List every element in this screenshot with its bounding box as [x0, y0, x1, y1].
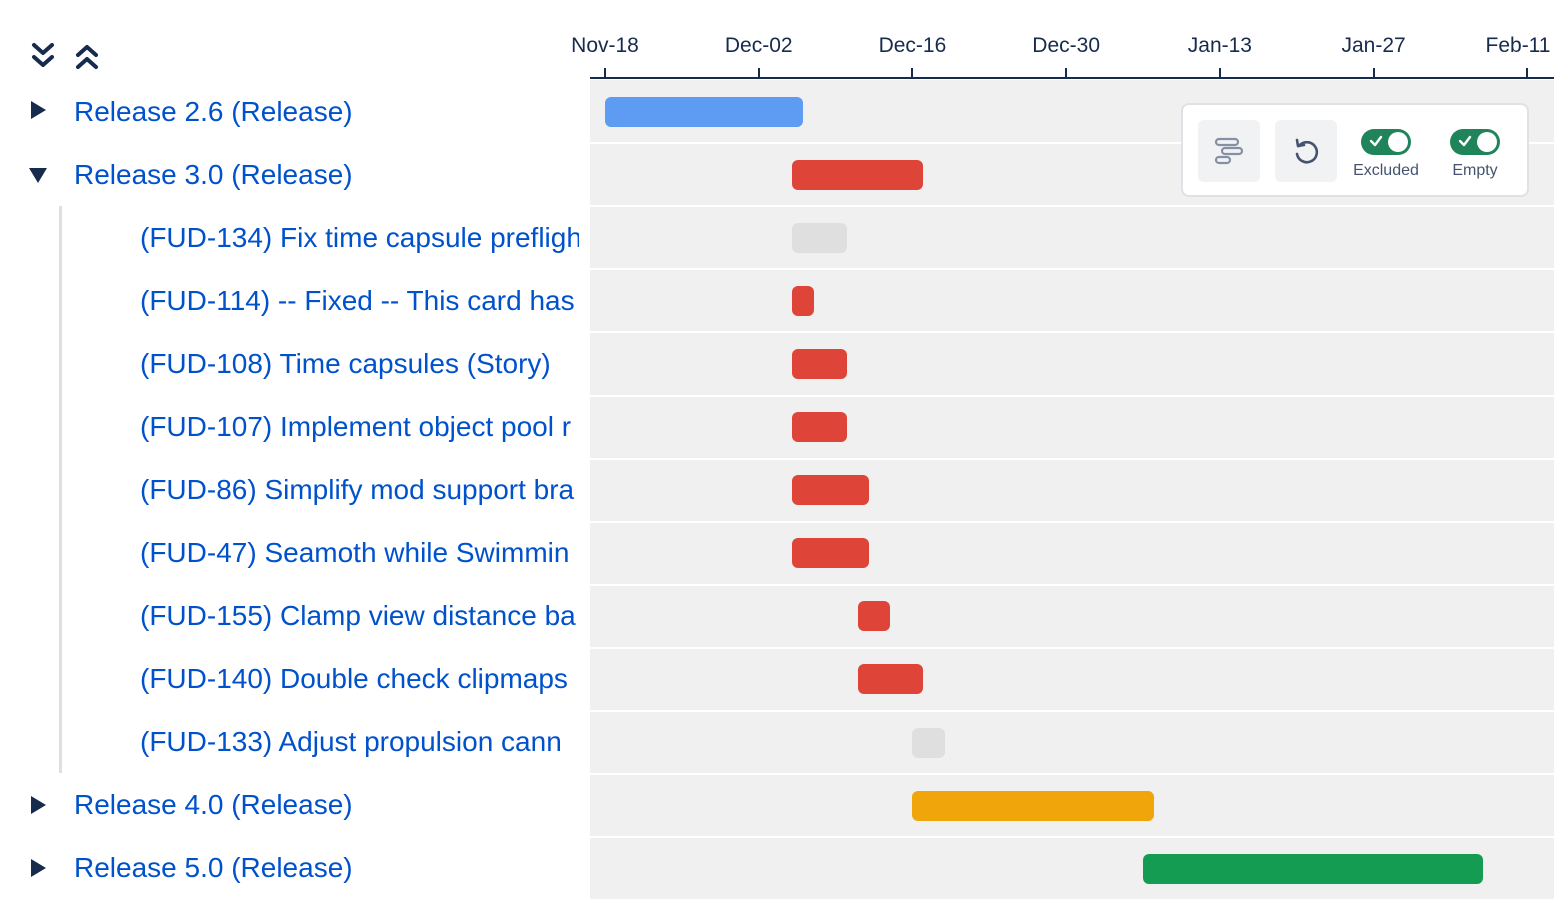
row-divider [590, 331, 1554, 334]
gantt-grid [590, 80, 1554, 899]
gantt-bar[interactable] [791, 159, 924, 190]
row-divider [590, 773, 1554, 776]
release-row-label[interactable]: Release 4.0 (Release) [74, 789, 353, 820]
excluded-toggle[interactable] [1361, 129, 1411, 155]
axis-line [590, 77, 1554, 79]
axis-tick-label: Jan-27 [1341, 34, 1406, 57]
chevrons-up-icon [76, 45, 98, 69]
axis-tick-label: Dec-16 [878, 34, 947, 57]
date-axis: Nov-18 Dec-02 Dec-16 Dec-30 Jan-13 Jan-27 Feb-… [571, 0, 1554, 80]
row-divider [590, 142, 1554, 145]
gantt-bar[interactable] [791, 412, 847, 443]
row-divider [590, 457, 1554, 460]
gantt-bar[interactable] [605, 96, 803, 127]
release-row-label[interactable]: Release 3.0 (Release) [74, 159, 353, 190]
gantt-bar[interactable] [791, 538, 869, 569]
gantt-bar[interactable] [857, 664, 924, 695]
empty-toggle[interactable] [1450, 129, 1500, 155]
issue-row-label[interactable]: (FUD-108) Time capsules (Story) [140, 348, 551, 379]
row-divider [590, 583, 1554, 586]
excluded-toggle-group: Excluded [1346, 129, 1426, 180]
issue-row-label[interactable]: (FUD-47) Seamoth while Swimmin [140, 537, 570, 568]
gantt-bar[interactable] [791, 285, 814, 316]
excluded-label: Excluded [1353, 162, 1419, 179]
gantt-bar[interactable] [791, 348, 847, 379]
caret-down-icon [29, 168, 47, 183]
axis-tick-label: Feb-11 [1485, 34, 1551, 57]
row-divider [590, 205, 1554, 208]
expand-toggle-release-4-0[interactable] [28, 795, 48, 815]
issue-row-label[interactable]: (FUD-155) Clamp view distance ba [140, 600, 576, 631]
collapse-all-button[interactable] [74, 42, 100, 70]
check-icon [1458, 135, 1472, 147]
timeline-toolbar: Excluded Empty [1181, 103, 1529, 197]
toggle-knob [1477, 132, 1497, 152]
expand-all-button[interactable] [30, 42, 56, 70]
gantt-timeline: Nov-18 Dec-02 Dec-16 Dec-30 Jan-13 Jan-27 Feb-… [571, 0, 1554, 899]
tree-connector-line [59, 206, 62, 773]
check-icon [1369, 135, 1383, 147]
expand-toggle-release-5-0[interactable] [28, 858, 48, 878]
issue-row-label[interactable]: (FUD-114) -- Fixed -- This card has [140, 285, 575, 316]
axis-tick-label: Dec-02 [724, 34, 793, 57]
issue-row-label[interactable]: (FUD-134) Fix time capsule prefligh [140, 222, 579, 253]
release-row-label[interactable]: Release 2.6 (Release) [74, 96, 353, 127]
row-divider [590, 520, 1554, 523]
issue-row-label[interactable]: (FUD-133) Adjust propulsion cann [140, 726, 562, 757]
release-row-label[interactable]: Release 5.0 (Release) [74, 852, 353, 883]
fit-timeline-button[interactable] [1198, 120, 1260, 182]
axis-tick [1526, 68, 1529, 78]
issue-tree-panel: Release 2.6 (Release) Release 3.0 (Relea… [0, 0, 590, 899]
gantt-bar[interactable] [912, 790, 1154, 821]
gantt-bar[interactable] [791, 475, 869, 506]
row-divider [590, 394, 1554, 397]
gantt-bar[interactable] [912, 727, 946, 758]
row-divider [590, 646, 1554, 649]
axis-tick-label: Jan-13 [1187, 34, 1252, 57]
axis-tick [1065, 68, 1068, 78]
empty-label: Empty [1452, 162, 1498, 179]
issue-row-label[interactable]: (FUD-86) Simplify mod support bra [140, 474, 575, 505]
caret-right-icon [31, 101, 46, 119]
caret-right-icon [31, 796, 46, 814]
reset-icon [1295, 138, 1319, 164]
row-divider [590, 836, 1554, 839]
timeline-fit-icon [1214, 137, 1244, 165]
row-divider [590, 710, 1554, 712]
axis-tick [604, 68, 606, 78]
chevrons-down-icon [32, 43, 54, 67]
collapse-toggle-release-3-0[interactable] [28, 165, 48, 185]
axis-tick [1218, 68, 1221, 78]
axis-tick [911, 68, 914, 78]
expand-toggle-release-2-6[interactable] [28, 100, 48, 120]
reset-view-button[interactable] [1275, 120, 1337, 182]
row-divider [590, 268, 1554, 271]
axis-tick-label: Dec-30 [1032, 34, 1101, 57]
gantt-bar[interactable] [791, 222, 847, 253]
empty-toggle-group: Empty [1435, 129, 1515, 180]
gantt-bar[interactable] [1143, 853, 1484, 884]
gantt-bar[interactable] [857, 601, 891, 632]
toggle-knob [1388, 132, 1408, 152]
issue-row-label[interactable]: (FUD-140) Double check clipmaps [140, 663, 568, 694]
axis-tick [1372, 68, 1375, 78]
issue-row-label[interactable]: (FUD-107) Implement object pool r [140, 411, 572, 442]
axis-tick [757, 68, 760, 78]
caret-right-icon [31, 859, 46, 877]
axis-tick-label: Nov-18 [571, 34, 639, 57]
